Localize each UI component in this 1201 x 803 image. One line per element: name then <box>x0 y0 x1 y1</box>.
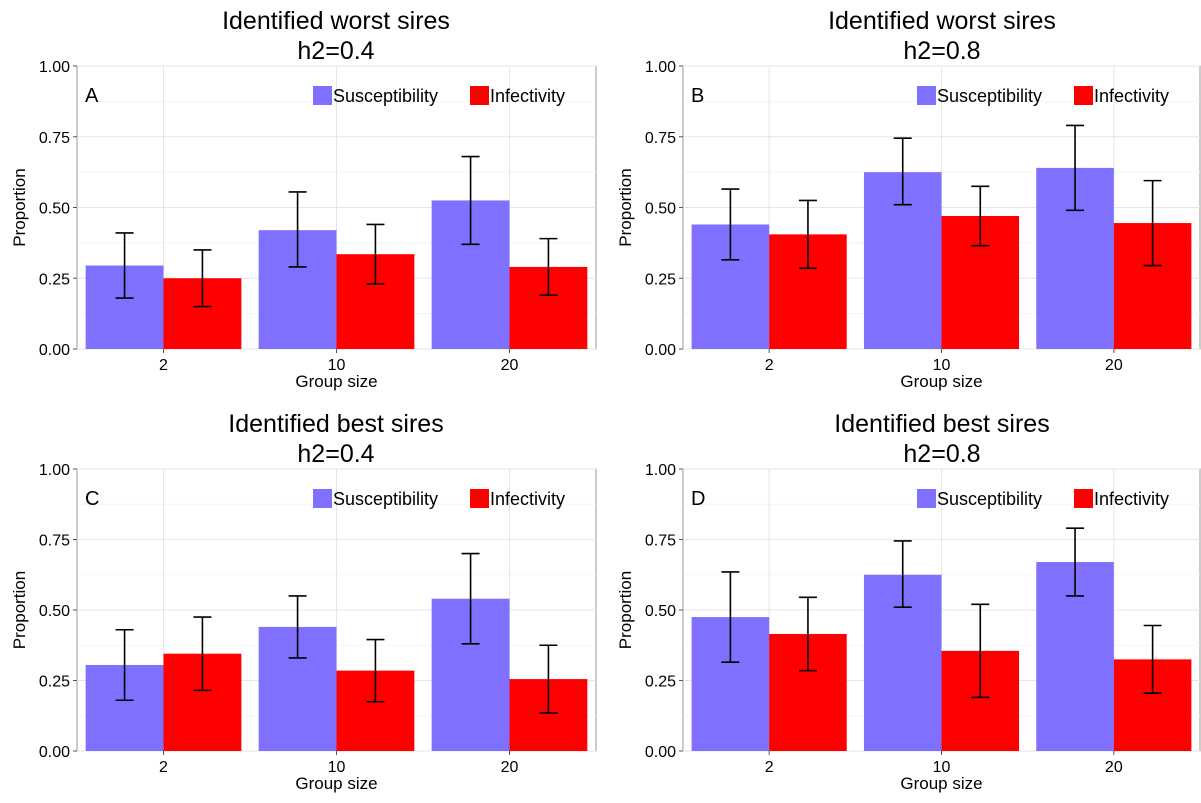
legend-swatch-infectivity <box>470 489 489 508</box>
y-tick-label: 0.75 <box>39 130 70 147</box>
legend-label-infectivity: Infectivity <box>490 489 565 509</box>
y-axis-label: Proportion <box>10 168 29 246</box>
legend-label-susceptibility: Susceptibility <box>333 489 438 509</box>
y-tick-label: 0.00 <box>39 744 70 761</box>
y-tick-label: 0.75 <box>39 533 70 550</box>
x-axis-label: Group size <box>295 774 377 793</box>
y-tick-label: 1.00 <box>645 59 676 76</box>
panel-label: A <box>85 85 99 107</box>
legend-label-susceptibility: Susceptibility <box>333 86 438 106</box>
x-tick-label: 10 <box>933 759 951 776</box>
y-tick-label: 0.25 <box>645 674 676 691</box>
y-axis-label: Proportion <box>10 571 29 649</box>
legend-label-susceptibility: Susceptibility <box>937 86 1042 106</box>
x-axis-label: Group size <box>295 372 377 391</box>
y-tick-label: 0.00 <box>645 342 676 359</box>
x-tick-label: 10 <box>933 357 951 374</box>
chart-panel-d: 0.00 0.25 0.50 0.75 1.00 2 10 20 Group size Propo… <box>616 410 1201 793</box>
y-tick-label: 0.75 <box>645 533 676 550</box>
legend-swatch-susceptibility <box>917 489 936 508</box>
y-axis-label: Proportion <box>616 571 635 649</box>
legend-swatch-infectivity <box>1074 489 1093 508</box>
x-tick-label: 2 <box>765 357 774 374</box>
y-tick-label: 0.00 <box>645 744 676 761</box>
x-axis-label: Group size <box>900 372 982 391</box>
y-tick-label: 0.25 <box>39 674 70 691</box>
y-tick-label: 0.50 <box>39 603 70 620</box>
chart-subtitle: h2=0.8 <box>903 440 980 468</box>
y-tick-label: 0.50 <box>645 603 676 620</box>
legend-swatch-infectivity <box>1074 86 1093 105</box>
legend-swatch-susceptibility <box>917 86 936 105</box>
legend-label-infectivity: Infectivity <box>490 86 565 106</box>
y-tick-label: 1.00 <box>645 462 676 479</box>
chart-subtitle: h2=0.4 <box>297 440 374 468</box>
legend-label-infectivity: Infectivity <box>1094 489 1169 509</box>
x-tick-label: 2 <box>765 759 774 776</box>
legend-swatch-susceptibility <box>313 489 332 508</box>
panel-label: D <box>691 488 705 510</box>
y-tick-label: 0.25 <box>645 271 676 288</box>
chart-title: Identified best sires <box>228 410 443 438</box>
x-tick-label: 10 <box>328 759 346 776</box>
legend-label-susceptibility: Susceptibility <box>937 489 1042 509</box>
y-tick-label: 1.00 <box>39 59 70 76</box>
x-axis-label: Group size <box>900 774 982 793</box>
x-tick-label: 20 <box>1105 759 1123 776</box>
y-tick-label: 0.25 <box>39 271 70 288</box>
x-tick-label: 2 <box>159 357 168 374</box>
y-tick-label: 0.50 <box>645 201 676 218</box>
chart-subtitle: h2=0.4 <box>297 37 374 65</box>
chart-subtitle: h2=0.8 <box>903 37 980 65</box>
x-tick-label: 20 <box>501 357 519 374</box>
legend-swatch-susceptibility <box>313 86 332 105</box>
legend-label-infectivity: Infectivity <box>1094 86 1169 106</box>
chart-title: Identified best sires <box>834 410 1049 438</box>
legend-swatch-infectivity <box>470 86 489 105</box>
chart-panel-b: 0.00 0.25 0.50 0.75 1.00 2 10 20 Group size Propo… <box>616 7 1201 391</box>
chart-title: Identified worst sires <box>828 7 1056 35</box>
y-tick-label: 0.00 <box>39 342 70 359</box>
panel-label: B <box>691 85 704 107</box>
panel-label: C <box>85 488 99 510</box>
x-tick-label: 10 <box>328 357 346 374</box>
y-axis-label: Proportion <box>616 168 635 246</box>
y-tick-label: 0.75 <box>645 130 676 147</box>
x-tick-label: 20 <box>501 759 519 776</box>
x-tick-label: 20 <box>1105 357 1123 374</box>
chart-panel-c: 0.00 0.25 0.50 0.75 1.00 2 10 20 Group size Propo… <box>10 410 597 793</box>
chart-panel-a: 0.00 0.25 0.50 0.75 1.00 2 10 20 Group size Propo… <box>10 7 597 391</box>
y-tick-label: 1.00 <box>39 462 70 479</box>
chart-title: Identified worst sires <box>222 7 450 35</box>
x-tick-label: 2 <box>159 759 168 776</box>
y-tick-label: 0.50 <box>39 201 70 218</box>
